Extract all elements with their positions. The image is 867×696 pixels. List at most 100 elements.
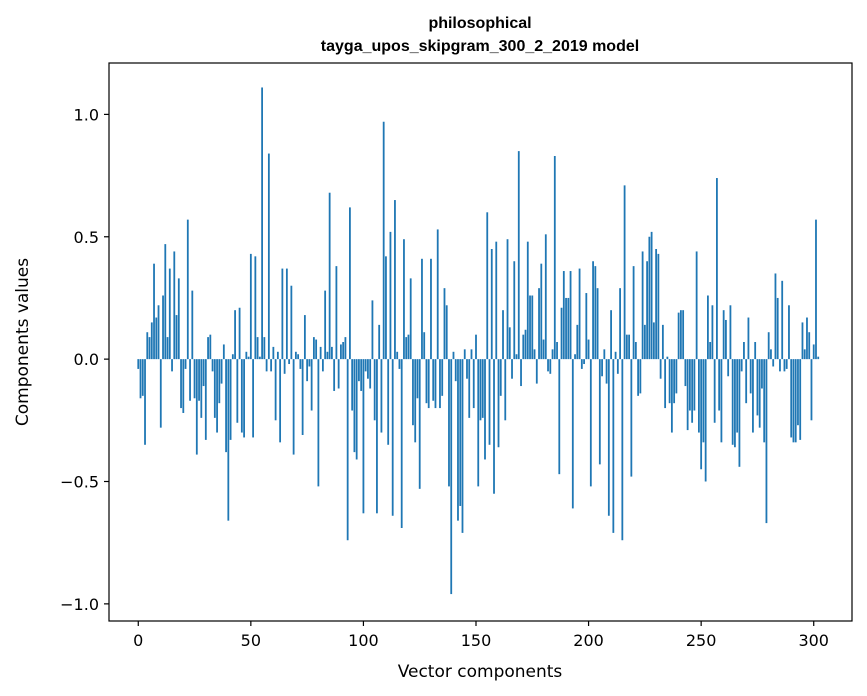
bar-213	[616, 359, 619, 374]
bar-279	[765, 359, 768, 524]
bar-118	[403, 239, 405, 360]
bar-135	[441, 359, 444, 396]
bar-111	[387, 359, 390, 445]
plot-frame	[108, 62, 853, 622]
bar-56	[263, 337, 266, 360]
bar-235	[666, 356, 669, 360]
bar-173	[526, 241, 529, 360]
bar-264	[731, 359, 734, 445]
bar-191	[567, 297, 570, 360]
bar-183	[549, 359, 552, 374]
bar-196	[578, 268, 581, 360]
bar-165	[508, 327, 511, 360]
bar-163	[504, 359, 507, 421]
bar-139	[450, 359, 453, 595]
x-tick-label: 250	[686, 631, 717, 650]
bar-107	[378, 324, 381, 360]
bar-30	[204, 359, 207, 440]
bar-157	[490, 249, 493, 360]
bar-204	[596, 288, 599, 360]
bar-266	[736, 359, 739, 433]
bar-7	[153, 263, 155, 360]
bar-209	[607, 359, 610, 516]
bar-180	[542, 339, 545, 360]
bar-152	[479, 359, 482, 421]
bar-68	[290, 285, 293, 360]
bar-122	[412, 359, 414, 426]
bar-214	[619, 288, 621, 360]
y-axis-ticks: −1.0 −0.5 0.0 0.5 1.0	[60, 105, 109, 614]
bar-206	[601, 359, 603, 377]
bar-262	[727, 359, 730, 377]
bar-227	[648, 236, 651, 360]
bar-218	[628, 334, 630, 360]
bar-271	[747, 317, 750, 360]
bar-21	[184, 359, 187, 369]
bar-161	[499, 359, 502, 396]
bar-198	[583, 359, 585, 365]
bar-38	[222, 344, 225, 360]
bar-290	[790, 359, 793, 438]
bar-116	[398, 359, 401, 369]
bar-185	[553, 156, 556, 360]
bar-64	[281, 268, 284, 360]
bar-55	[261, 87, 263, 360]
bar-169	[517, 151, 520, 360]
bar-42	[231, 354, 234, 360]
bar-295	[801, 322, 804, 360]
bar-94	[349, 207, 351, 360]
bar-96	[353, 359, 356, 453]
bar-83	[324, 290, 327, 360]
bar-109	[382, 121, 385, 360]
bar-245	[688, 359, 691, 411]
bar-187	[558, 359, 561, 475]
bar-75	[306, 359, 309, 382]
bar-257	[716, 178, 718, 360]
chart-title-line1: philosophical	[428, 15, 531, 32]
bar-253	[707, 295, 709, 360]
x-axis-ticks: 0 50 100 150 200 250 300	[133, 621, 829, 650]
bar-60	[272, 346, 275, 360]
bar-202	[592, 261, 594, 360]
bar-256	[713, 359, 716, 423]
bar-232	[659, 359, 662, 379]
bar-211	[612, 359, 615, 533]
bar-39	[225, 359, 227, 453]
bar-106	[376, 359, 378, 514]
y-tick-label: 1.0	[74, 105, 99, 124]
bar-88	[335, 266, 338, 360]
bar-54	[258, 356, 261, 360]
bar-130	[430, 258, 432, 360]
bar-36	[218, 359, 221, 404]
bar-175	[531, 295, 534, 360]
bar-133	[436, 229, 439, 360]
bar-124	[416, 359, 419, 399]
bar-52	[254, 256, 257, 360]
bar-131	[432, 359, 435, 401]
bar-281	[770, 349, 772, 360]
bar-285	[779, 359, 781, 372]
bar-268	[740, 359, 743, 372]
bar-170	[520, 359, 522, 387]
bar-3	[144, 359, 146, 445]
bar-25	[193, 359, 196, 399]
bar-16	[173, 251, 176, 360]
bar-90	[340, 344, 342, 360]
bar-125	[418, 359, 421, 489]
bar-112	[389, 231, 392, 360]
bar-0	[137, 359, 140, 369]
bar-153	[481, 359, 484, 418]
bar-59	[270, 359, 273, 372]
y-tick-label: −0.5	[60, 473, 99, 492]
bar-222	[637, 359, 640, 396]
bar-221	[634, 342, 637, 360]
bars-group	[137, 87, 820, 595]
bar-128	[425, 359, 428, 404]
bar-164	[506, 239, 509, 360]
bar-49	[247, 356, 250, 360]
bar-273	[752, 359, 754, 433]
bar-219	[630, 359, 633, 477]
bar-84	[326, 351, 329, 360]
bar-140	[452, 351, 455, 360]
